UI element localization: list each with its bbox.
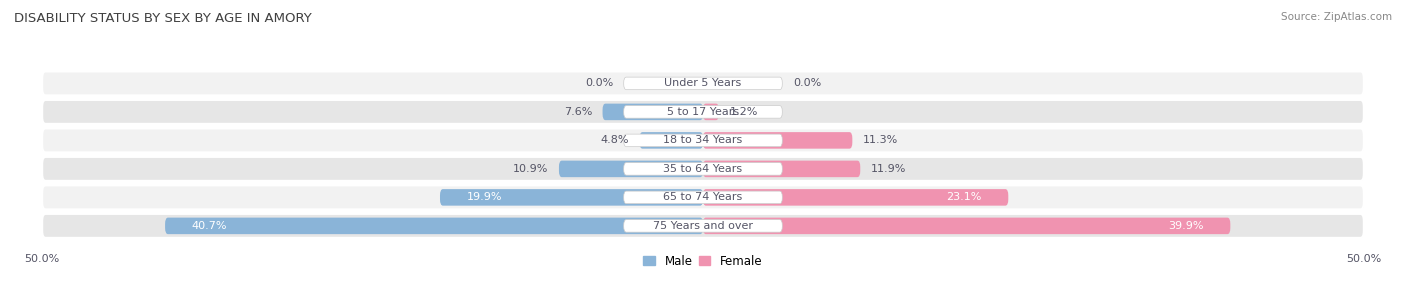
- FancyBboxPatch shape: [624, 191, 782, 204]
- Text: 35 to 64 Years: 35 to 64 Years: [664, 164, 742, 174]
- Text: 0.0%: 0.0%: [793, 78, 821, 88]
- FancyBboxPatch shape: [624, 77, 782, 90]
- FancyBboxPatch shape: [440, 189, 703, 206]
- FancyBboxPatch shape: [703, 161, 860, 177]
- Text: Under 5 Years: Under 5 Years: [665, 78, 741, 88]
- Text: 0.0%: 0.0%: [585, 78, 613, 88]
- FancyBboxPatch shape: [42, 71, 1364, 95]
- FancyBboxPatch shape: [42, 185, 1364, 209]
- Text: 4.8%: 4.8%: [600, 135, 628, 145]
- Text: DISABILITY STATUS BY SEX BY AGE IN AMORY: DISABILITY STATUS BY SEX BY AGE IN AMORY: [14, 12, 312, 25]
- FancyBboxPatch shape: [703, 217, 1230, 234]
- Text: 11.9%: 11.9%: [870, 164, 907, 174]
- Text: 75 Years and over: 75 Years and over: [652, 221, 754, 231]
- Text: 19.9%: 19.9%: [467, 192, 502, 203]
- FancyBboxPatch shape: [42, 128, 1364, 152]
- Text: 7.6%: 7.6%: [564, 107, 592, 117]
- FancyBboxPatch shape: [703, 189, 1008, 206]
- FancyBboxPatch shape: [560, 161, 703, 177]
- Text: 11.3%: 11.3%: [863, 135, 898, 145]
- FancyBboxPatch shape: [624, 220, 782, 232]
- Text: 1.2%: 1.2%: [730, 107, 758, 117]
- FancyBboxPatch shape: [640, 132, 703, 149]
- FancyBboxPatch shape: [624, 106, 782, 118]
- FancyBboxPatch shape: [624, 163, 782, 175]
- Text: 5 to 17 Years: 5 to 17 Years: [666, 107, 740, 117]
- Text: Source: ZipAtlas.com: Source: ZipAtlas.com: [1281, 12, 1392, 22]
- FancyBboxPatch shape: [165, 217, 703, 234]
- Text: 40.7%: 40.7%: [191, 221, 226, 231]
- Text: 23.1%: 23.1%: [946, 192, 981, 203]
- Text: 10.9%: 10.9%: [513, 164, 548, 174]
- FancyBboxPatch shape: [42, 214, 1364, 238]
- FancyBboxPatch shape: [624, 134, 782, 147]
- Text: 18 to 34 Years: 18 to 34 Years: [664, 135, 742, 145]
- FancyBboxPatch shape: [703, 132, 852, 149]
- Text: 65 to 74 Years: 65 to 74 Years: [664, 192, 742, 203]
- FancyBboxPatch shape: [42, 100, 1364, 124]
- Legend: Male, Female: Male, Female: [644, 255, 762, 267]
- FancyBboxPatch shape: [42, 157, 1364, 181]
- FancyBboxPatch shape: [703, 104, 718, 120]
- Text: 39.9%: 39.9%: [1168, 221, 1204, 231]
- FancyBboxPatch shape: [603, 104, 703, 120]
